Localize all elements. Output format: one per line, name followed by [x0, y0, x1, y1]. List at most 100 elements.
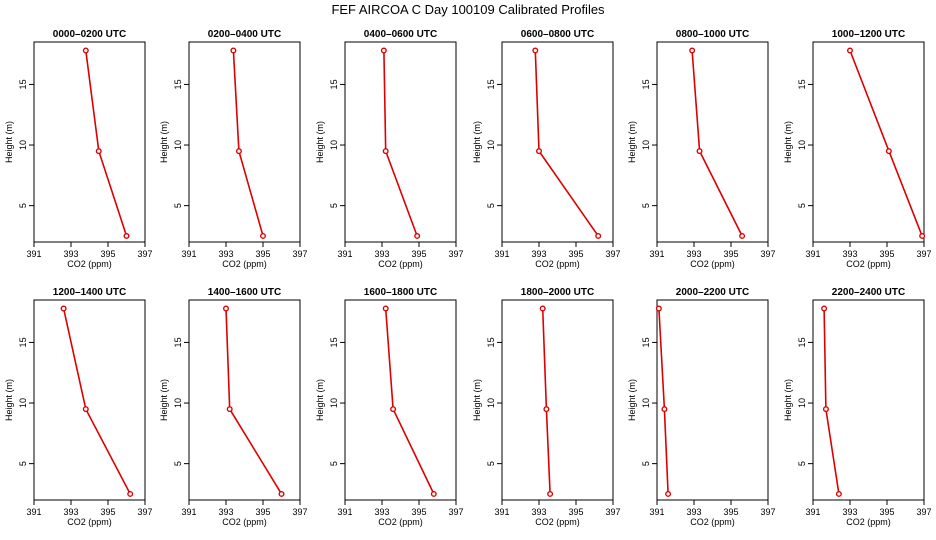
- data-point: [390, 406, 397, 413]
- profile-panel: 0800–1000 UTC 391 393 395 397 CO2 (ppm) 5 10 15 H…: [627, 29, 776, 269]
- y-tick-label: 15: [486, 79, 496, 89]
- x-axis-label: CO2 (ppm): [222, 259, 267, 269]
- profile-line: [384, 308, 435, 495]
- x-tick-label: 397: [760, 507, 775, 517]
- data-point: [380, 47, 387, 54]
- x-tick-label: 397: [448, 507, 463, 517]
- data-point: [82, 47, 89, 54]
- y-tick-label: 10: [486, 140, 496, 150]
- x-tick-label: 397: [292, 249, 307, 259]
- y-tick-label: 15: [173, 337, 183, 347]
- x-tick-label: 395: [255, 507, 270, 517]
- y-tick-label: 15: [641, 79, 651, 89]
- data-point: [222, 305, 229, 312]
- x-tick-label: 397: [605, 249, 620, 259]
- y-tick-label: 5: [173, 461, 183, 466]
- x-tick-label: 395: [568, 249, 583, 259]
- y-axis-label: Height (m): [472, 121, 482, 163]
- data-point: [847, 47, 854, 54]
- y-tick-label: 15: [797, 337, 807, 347]
- profile-line: [62, 308, 131, 495]
- profile-line: [225, 308, 283, 495]
- panel-title: 0400–0600 UTC: [364, 29, 437, 40]
- x-tick-label: 397: [916, 507, 931, 517]
- x-tick-label: 397: [760, 249, 775, 259]
- profile-panel: 1600–1800 UTC 391 393 395 397 CO2 (ppm) 5 10 15 H…: [315, 287, 464, 527]
- x-tick-label: 395: [879, 249, 894, 259]
- y-tick-label: 10: [173, 140, 183, 150]
- plot-frame: [501, 299, 614, 501]
- x-axis-label: CO2 (ppm): [67, 517, 112, 527]
- profile-panel: 2000–2200 UTC 391 393 395 397 CO2 (ppm) 5 10 15 H…: [627, 287, 776, 527]
- x-tick-label: 393: [842, 507, 857, 517]
- data-point: [226, 406, 233, 413]
- y-tick-label: 15: [329, 337, 339, 347]
- y-tick-label: 15: [797, 79, 807, 89]
- x-axis-label: CO2 (ppm): [535, 259, 580, 269]
- x-tick-label: 393: [531, 249, 546, 259]
- data-point: [278, 490, 285, 497]
- y-tick-label: 5: [486, 203, 496, 208]
- data-point: [665, 490, 672, 497]
- data-point: [739, 232, 746, 239]
- profile-line: [383, 50, 418, 237]
- x-axis-label: CO2 (ppm): [846, 517, 891, 527]
- y-tick-label: 10: [329, 398, 339, 408]
- y-tick-label: 10: [18, 398, 28, 408]
- y-tick-label: 5: [641, 461, 651, 466]
- x-tick-label: 391: [337, 249, 352, 259]
- x-axis-label: CO2 (ppm): [690, 517, 735, 527]
- data-point: [127, 490, 134, 497]
- y-axis-label: Height (m): [783, 379, 793, 421]
- x-tick-label: 391: [26, 507, 41, 517]
- data-point: [543, 406, 550, 413]
- x-tick-label: 397: [605, 507, 620, 517]
- figure-title: FEF AIRCOA C Day 100109 Calibrated Profi…: [331, 2, 605, 17]
- x-axis-label: CO2 (ppm): [690, 259, 735, 269]
- plot-frame: [188, 299, 301, 501]
- y-tick-label: 5: [18, 461, 28, 466]
- x-tick-label: 395: [411, 507, 426, 517]
- y-tick-label: 15: [486, 337, 496, 347]
- data-point: [835, 490, 842, 497]
- x-tick-label: 391: [26, 249, 41, 259]
- data-point: [547, 490, 554, 497]
- x-tick-label: 391: [805, 507, 820, 517]
- data-point: [821, 305, 828, 312]
- data-point: [382, 305, 389, 312]
- data-point: [82, 406, 89, 413]
- x-tick-label: 391: [805, 249, 820, 259]
- data-point: [539, 305, 546, 312]
- y-axis-label: Height (m): [627, 121, 637, 163]
- plot-frame: [656, 41, 769, 243]
- data-point: [655, 305, 662, 312]
- profile-panel: 0000–0200 UTC 391 393 395 397 CO2 (ppm) 5 10 15 H…: [4, 29, 153, 269]
- x-tick-label: 393: [218, 507, 233, 517]
- x-axis-label: CO2 (ppm): [535, 517, 580, 527]
- data-point: [260, 232, 267, 239]
- plot-frame: [501, 41, 614, 243]
- y-tick-label: 15: [18, 337, 28, 347]
- panel-title: 1200–1400 UTC: [53, 287, 126, 298]
- data-point: [536, 148, 543, 155]
- y-axis-label: Height (m): [315, 379, 325, 421]
- x-tick-label: 393: [374, 249, 389, 259]
- x-tick-label: 397: [916, 249, 931, 259]
- data-point: [60, 305, 67, 312]
- x-tick-label: 391: [337, 507, 352, 517]
- y-axis-label: Height (m): [159, 379, 169, 421]
- x-tick-label: 395: [723, 249, 738, 259]
- panels-grid: 0000–0200 UTC 391 393 395 397 CO2 (ppm) 5 10 15 H…: [4, 29, 932, 527]
- data-point: [532, 47, 539, 54]
- plot-frame: [656, 299, 769, 501]
- data-point: [696, 148, 703, 155]
- x-tick-label: 395: [879, 507, 894, 517]
- y-tick-label: 15: [18, 79, 28, 89]
- y-tick-label: 10: [486, 398, 496, 408]
- x-tick-label: 395: [100, 249, 115, 259]
- y-axis-label: Height (m): [315, 121, 325, 163]
- y-axis-label: Height (m): [627, 379, 637, 421]
- y-tick-label: 10: [797, 398, 807, 408]
- profile-panel: 1800–2000 UTC 391 393 395 397 CO2 (ppm) 5 10 15 H…: [472, 287, 621, 527]
